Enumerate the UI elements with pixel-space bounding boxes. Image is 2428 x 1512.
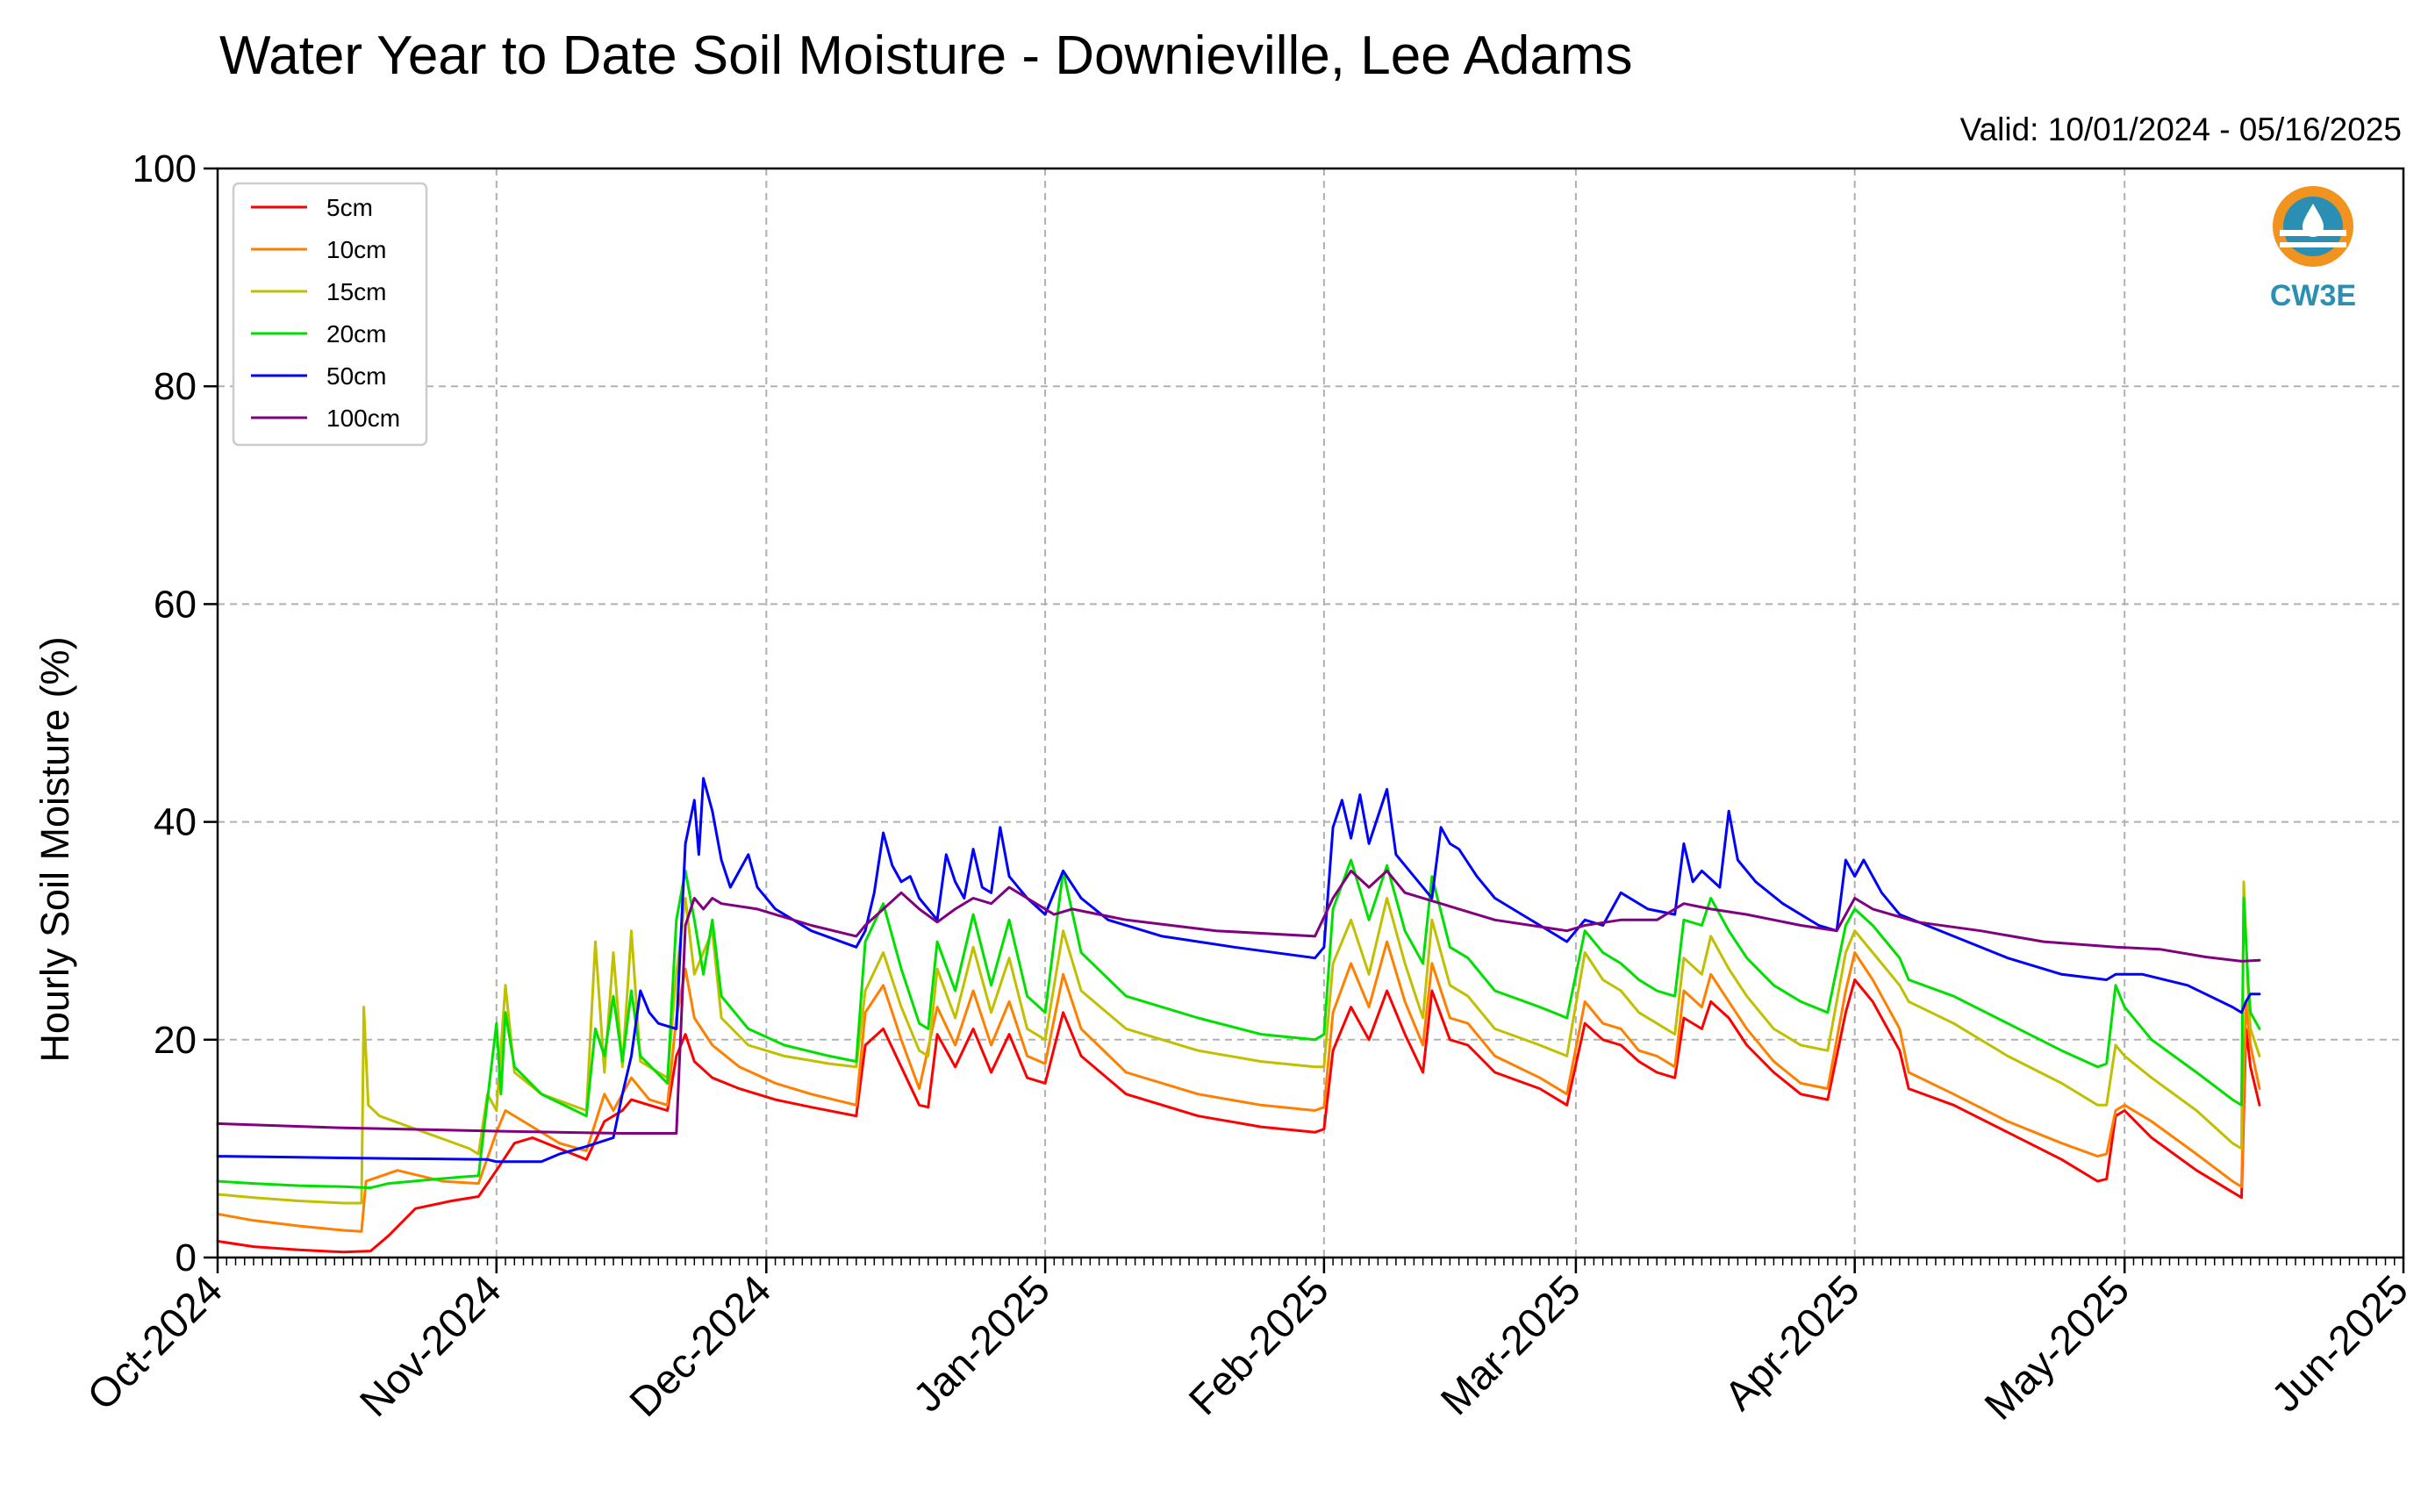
y-tick-label: 20	[154, 1019, 197, 1062]
series-line-100cm	[216, 869, 2261, 1135]
series-line-10cm	[216, 940, 2261, 1233]
x-tick-label: Mar-2025	[1431, 1266, 1589, 1424]
y-tick-labels: 0 20 40 60 80 100	[133, 147, 197, 1279]
series-line-20cm	[216, 858, 2261, 1190]
water-drop-icon	[2303, 204, 2324, 237]
legend-label-15cm: 15cm	[326, 278, 386, 305]
y-tick-label: 40	[154, 801, 197, 844]
x-tick-label: Oct-2024	[78, 1266, 231, 1419]
chart-subtitle: Valid: 10/01/2024 - 05/16/2025	[1960, 111, 2402, 147]
legend-label-5cm: 5cm	[326, 194, 373, 221]
x-tick-label: May-2025	[1975, 1266, 2138, 1429]
chart-title: Water Year to Date Soil Moisture - Downi…	[219, 25, 1632, 86]
series-lines	[216, 777, 2261, 1254]
legend: 5cm 10cm 15cm 20cm 50cm 100cm	[232, 182, 428, 447]
major-ticks	[204, 167, 2405, 1273]
axes-frame	[216, 167, 2405, 1259]
legend-label-20cm: 20cm	[326, 320, 386, 348]
legend-label-10cm: 10cm	[326, 236, 386, 263]
cw3e-logo: CW3E	[2270, 186, 2356, 312]
legend-label-50cm: 50cm	[326, 362, 386, 390]
x-tick-labels: Oct-2024 Nov-2024 Dec-2024 Jan-2025 Feb-2025…	[78, 1266, 2417, 1429]
y-tick-label: 60	[154, 583, 197, 626]
y-tick-label: 0	[175, 1236, 197, 1279]
y-tick-label: 80	[154, 365, 197, 408]
x-tick-label: Jan-2025	[904, 1266, 1058, 1421]
plot-area: 0 20 40 60 80 100 Oct-2024 Nov-2024 Dec-2024 Jan…	[78, 147, 2417, 1429]
y-axis-label: Hourly Soil Moisture (%)	[32, 636, 77, 1062]
series-line-50cm	[216, 777, 2261, 1164]
x-tick-label: Feb-2025	[1179, 1266, 1337, 1424]
x-tick-label: Jun-2025	[2262, 1266, 2417, 1421]
legend-label-100cm: 100cm	[326, 405, 400, 432]
minor-ticks	[217, 1258, 2404, 1265]
logo-text: CW3E	[2270, 279, 2356, 312]
x-tick-label: Apr-2025	[1715, 1266, 1868, 1419]
gridlines	[218, 168, 2403, 1258]
legend-items: 5cm 10cm 15cm 20cm 50cm 100cm	[251, 194, 400, 432]
y-tick-label: 100	[133, 147, 197, 190]
x-tick-label: Dec-2024	[620, 1266, 780, 1426]
x-tick-label: Nov-2024	[350, 1266, 510, 1426]
series-line-5cm	[216, 978, 2261, 1254]
series-line-15cm	[216, 880, 2261, 1205]
